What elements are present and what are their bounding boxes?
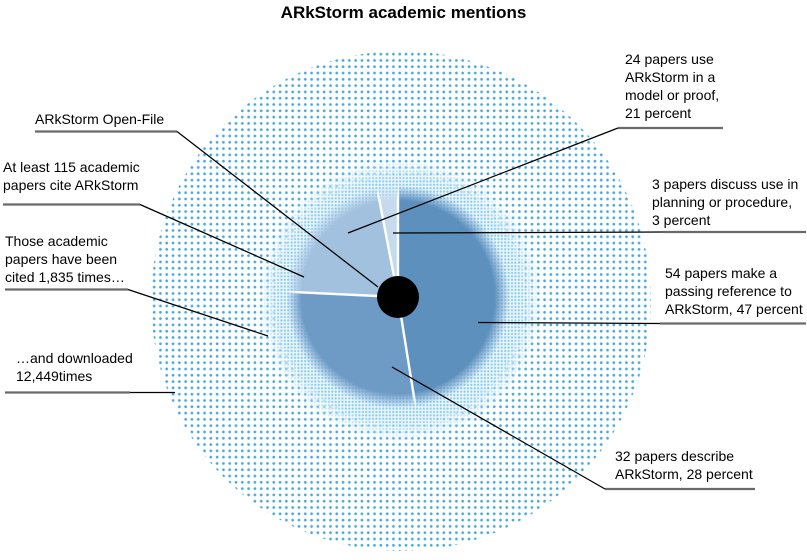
pie-slice-passing-reference [398, 185, 510, 408]
annotation-planning: 3 papers discuss use in planning or proc… [652, 176, 799, 228]
open-file-center-dot [377, 276, 419, 318]
annotation-downloaded-12449: …and downloaded 12,449times [16, 350, 133, 384]
annotation-passing-ref: 54 papers make a passing reference to AR… [665, 265, 803, 317]
annotation-115-papers: At least 115 academic papers cite ARkSto… [3, 159, 140, 193]
pie-slice-describe [286, 291, 416, 409]
annotation-model-or-proof: 24 papers use ARkStorm in a model or pro… [625, 51, 720, 121]
chart-title: ARkStorm academic mentions [280, 3, 527, 22]
annotation-describe: 32 papers describe ARkStorm, 28 percent [615, 448, 753, 482]
annotation-open-file: ARkStorm Open-File [35, 111, 165, 127]
annotation-cited-1835: Those academic papers have been cited 1,… [5, 233, 125, 285]
